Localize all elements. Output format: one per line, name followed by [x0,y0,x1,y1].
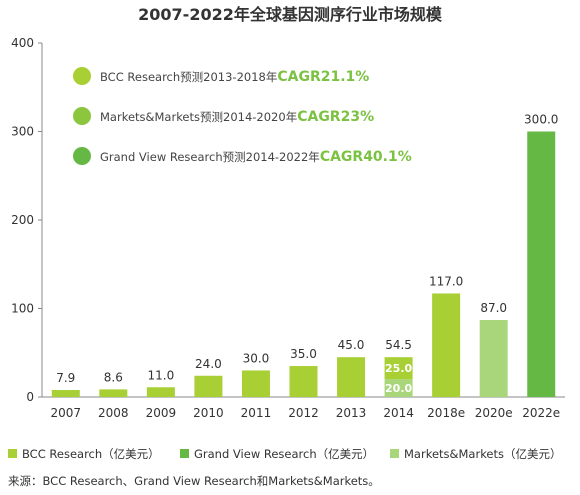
data-labels-group: 7.9 8.6 11.0 24.0 30.0 35.0 45.0 20.0 25.0 54.5 11… [56,113,558,396]
data-label: 24.0 [195,357,222,371]
annotation-source: BCC Research预测2013-2018年 [100,70,277,84]
legend-label: BCC Research（亿美元） [22,447,160,461]
x-tick-label: 2009 [146,406,177,420]
data-label: 8.6 [104,370,123,384]
bar-bcc-research [241,370,270,397]
annotation-source: Grand View Research预测2014-2022年 [100,150,320,164]
data-label: 35.0 [290,347,317,361]
y-tick-label: 0 [26,390,34,404]
source-note: 来源：BCC Research、Grand View Research和Mark… [8,474,380,488]
y-axis: 0 100 200 300 400 [11,36,565,404]
data-label: 30.0 [243,351,270,365]
data-label: 117.0 [429,274,463,288]
x-tick-label: 2013 [336,406,367,420]
x-axis: 2007 2008 2009 2010 2011 2012 2013 2014 2018e 202… [50,406,560,420]
annotations-group: BCC Research预测2013-2018年CAGR21.1% Markets… [73,67,412,165]
x-tick-label: 2008 [98,406,129,420]
x-tick-label: 2014 [383,406,414,420]
data-label: 45.0 [338,338,365,352]
x-tick-label: 2020e [475,406,513,420]
data-label: 300.0 [524,113,558,127]
annotation-text: Grand View Research预测2014-2022年CAGR40.1% [100,149,412,165]
legend-label: Grand View Research（亿美元） [194,447,374,461]
bar-bcc-research [337,357,366,397]
annotation-cagr: CAGR21.1% [277,69,369,85]
legend-swatch [8,449,17,458]
annotation-cagr: CAGR40.1% [320,149,412,165]
legend-swatch [180,449,189,458]
x-tick-label: 2007 [50,406,81,420]
data-label: 87.0 [480,301,507,315]
x-tick-label: 2010 [193,406,224,420]
bar-grand-view-research [527,131,556,397]
bar-markets-markets [384,379,413,397]
data-label: 54.5 [385,338,412,352]
bars-group [51,131,556,397]
bar-bcc-research [289,366,318,397]
y-tick-label: 100 [11,302,34,316]
legend-label: Markets&Markets（亿美元） [404,447,562,461]
data-label: 11.0 [148,368,175,382]
x-tick-label: 2012 [288,406,319,420]
annotation-text: Markets&Markets预测2014-2020年CAGR23% [100,109,374,125]
annotation-cagr: CAGR23% [297,109,374,125]
bar-bcc-research [432,293,461,397]
annotation-bullet-icon [73,147,91,165]
y-tick-label: 400 [11,36,34,50]
bar-bcc-research [51,390,80,397]
y-tick-label: 200 [11,213,34,227]
annotation-bullet-icon [73,67,91,85]
annotation-bullet-icon [73,107,91,125]
x-tick-label: 2022e [522,406,560,420]
chart-title: 2007-2022年全球基因测序行业市场规模 [138,5,443,24]
bar-markets-markets [479,320,508,397]
stack-label-markets-markets: 20.0 [385,382,412,395]
bar-bcc-research [194,375,223,397]
annotation-text: BCC Research预测2013-2018年CAGR21.1% [100,69,369,85]
x-tick-label: 2011 [241,406,272,420]
stack-label-bcc-research: 25.0 [385,362,412,375]
bar-bcc-research [99,389,128,397]
x-tick-label: 2018e [427,406,465,420]
bar-bcc-research [384,357,413,380]
data-label: 7.9 [56,371,75,385]
y-tick-label: 300 [11,125,34,139]
legend: BCC Research（亿美元） Grand View Research（亿美元… [8,447,562,461]
legend-swatch [390,449,399,458]
annotation-source: Markets&Markets预测2014-2020年 [100,110,297,124]
bar-bcc-research [146,387,175,397]
